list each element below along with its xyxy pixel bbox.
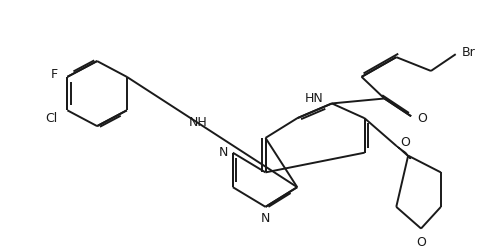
Text: N: N [218, 146, 228, 159]
Text: HN: HN [305, 92, 324, 105]
Text: O: O [400, 136, 410, 149]
Text: Cl: Cl [45, 112, 57, 125]
Text: O: O [416, 236, 426, 249]
Text: N: N [261, 212, 270, 225]
Text: O: O [417, 112, 427, 125]
Text: NH: NH [188, 116, 207, 129]
Text: F: F [50, 68, 57, 81]
Text: Br: Br [462, 46, 476, 59]
Polygon shape [396, 146, 411, 159]
